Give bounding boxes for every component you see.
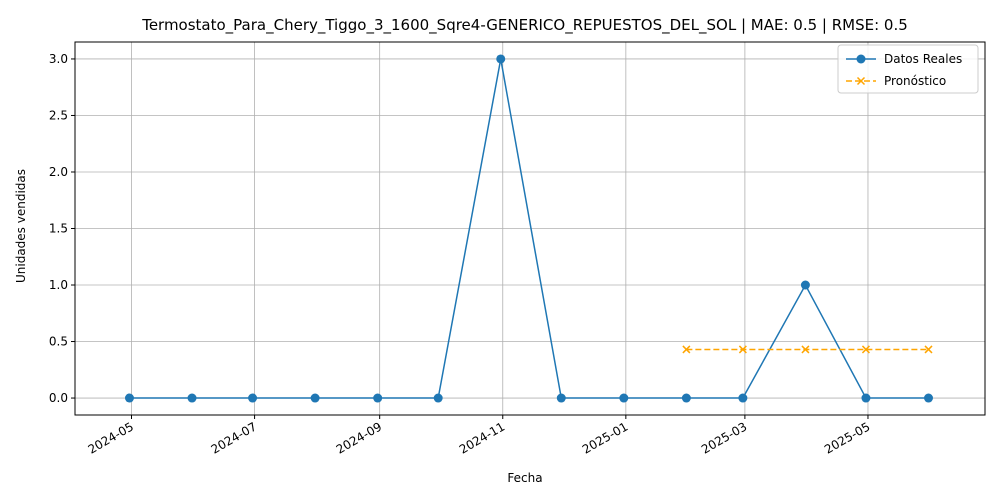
y-tick-label: 0.0 <box>49 391 68 405</box>
series-0-point-1 <box>187 393 197 403</box>
series-1-point-3 <box>861 345 870 354</box>
series-0-point-4 <box>373 393 383 403</box>
y-tick-label: 3.0 <box>49 52 68 66</box>
series-0-point-8 <box>619 393 629 403</box>
y-tick-label: 0.5 <box>49 335 68 349</box>
series-line-0 <box>129 58 929 399</box>
series-0-point-11 <box>800 280 810 290</box>
series-1-point-4 <box>924 345 933 354</box>
series-layer <box>124 54 934 403</box>
series-0-point-3 <box>310 393 320 403</box>
x-axis-label: Fecha <box>507 471 542 485</box>
y-tick-label: 1.5 <box>49 222 68 236</box>
series-1-point-2 <box>801 345 810 354</box>
grid-lines <box>75 42 985 415</box>
series-1-point-0 <box>682 345 691 354</box>
y-axis: 0.0 0.5 1.0 1.5 2.0 2.5 3.0 <box>49 52 75 405</box>
chart-title: Termostato_Para_Chery_Tiggo_3_1600_Sqre4… <box>141 16 908 35</box>
series-0-point-13 <box>924 393 934 403</box>
x-axis: 2024-05 2024-07 2024-09 2024-11 2025-01 2025-… <box>86 415 872 457</box>
legend-marker-1 <box>856 76 866 86</box>
y-tick-label: 2.5 <box>49 108 68 122</box>
x-tick-label: 2024-05 <box>86 419 136 456</box>
series-0-point-10 <box>738 393 748 403</box>
series-0-point-12 <box>861 393 871 403</box>
legend-label-1: Pronóstico <box>884 74 946 88</box>
series-0-point-0 <box>124 393 134 403</box>
x-tick-label: 2024-11 <box>457 419 507 456</box>
legend: Datos Reales Pronóstico <box>837 44 979 94</box>
series-0-point-6 <box>496 54 506 64</box>
x-tick-label: 2025-03 <box>699 419 749 456</box>
series-0-point-5 <box>433 393 443 403</box>
y-tick-label: 2.0 <box>49 165 68 179</box>
series-0-point-2 <box>248 393 258 403</box>
y-axis-label: Unidades vendidas <box>14 169 28 283</box>
y-tick-label: 1.0 <box>49 278 68 292</box>
x-tick-label: 2025-01 <box>580 419 630 456</box>
x-tick-label: 2025-05 <box>822 419 872 456</box>
x-tick-label: 2024-07 <box>209 419 259 456</box>
series-1-point-1 <box>738 345 747 354</box>
legend-label-0: Datos Reales <box>884 52 962 66</box>
series-0-point-7 <box>556 393 566 403</box>
x-tick-label: 2024-09 <box>334 419 384 456</box>
legend-marker-0 <box>856 54 866 64</box>
series-0-point-9 <box>681 393 691 403</box>
